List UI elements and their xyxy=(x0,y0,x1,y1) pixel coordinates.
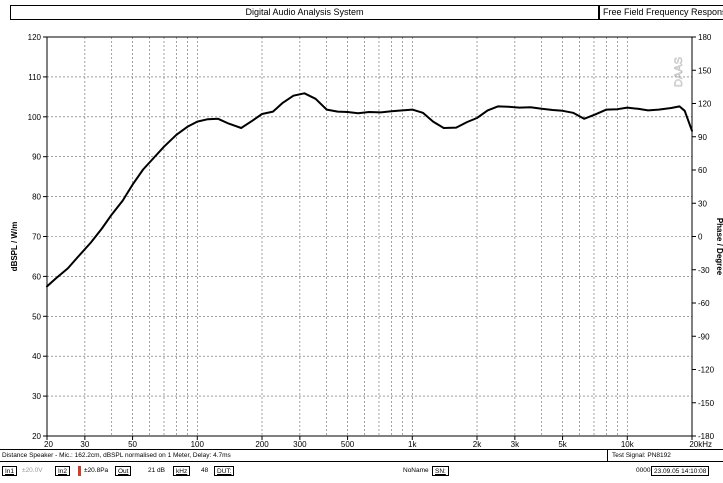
in2-value: ±20.8Pa xyxy=(84,467,109,474)
daas-watermark: DAAS xyxy=(673,57,685,87)
y-tick-label: 110 xyxy=(28,73,41,82)
y2-tick-label: -60 xyxy=(698,299,710,308)
x-tick-label: 3k xyxy=(511,440,520,449)
test-signal: Test Signal: PN8192 xyxy=(612,452,671,459)
y2-axis-label: Phase / Degree xyxy=(715,218,723,276)
gain-value: 21 dB xyxy=(148,467,165,474)
y2-tick-label: -150 xyxy=(698,399,715,408)
y-tick-label: 100 xyxy=(28,113,42,122)
x-tick-label: 100 xyxy=(191,440,205,449)
x-tick-label: 30 xyxy=(80,440,89,449)
spl-curve xyxy=(46,92,693,288)
y2-tick-label: 60 xyxy=(698,166,707,175)
y2-tick-label: 0 xyxy=(698,233,703,242)
frequency-response-chart: 20 30 40 50 60 70 80 90 100 110 120 -180 -150 -120 -9… xyxy=(10,33,723,449)
y-axis-label: dBSPL / W/m xyxy=(10,222,19,272)
y2-tick-label: -90 xyxy=(698,332,710,341)
x-tick-label: 50 xyxy=(128,440,137,449)
y-tick-label: 70 xyxy=(32,233,41,242)
x-tick-label: 2k xyxy=(473,440,482,449)
dut-name: NoName xyxy=(403,467,429,474)
y-tick-label: 60 xyxy=(32,272,41,281)
y2-tick-label: 180 xyxy=(698,33,712,42)
y2-tick-label: -30 xyxy=(698,266,710,275)
y2-tick-label: 150 xyxy=(698,66,712,75)
x-tick-label: 20kHz xyxy=(689,440,712,449)
y-tick-label: 40 xyxy=(32,352,41,361)
y2-tick-label: -120 xyxy=(698,366,715,375)
x-tick-label: 5k xyxy=(558,440,567,449)
measurement-info: Distance Speaker - Mic.: 162.2cm, dBSPL … xyxy=(2,452,231,459)
x-tick-label: 20 xyxy=(44,440,53,449)
window-title: Digital Audio Analysis System xyxy=(10,5,599,20)
x-tick-label: 300 xyxy=(293,440,307,449)
samples-value: 48 xyxy=(201,467,209,474)
y2-tick-label: -180 xyxy=(698,432,715,441)
info-row: Distance Speaker - Mic.: 162.2cm, dBSPL … xyxy=(0,449,723,462)
in1-value: ±20.0V xyxy=(22,467,43,474)
measurement-title: Free Field Frequency Response xyxy=(599,5,723,20)
in2-button[interactable]: In2 xyxy=(55,466,71,476)
datetime: 23.09.05 14:10:08 xyxy=(651,466,710,476)
y-tick-label: 50 xyxy=(32,312,41,321)
y-tick-label: 80 xyxy=(32,193,41,202)
in1-button[interactable]: In1 xyxy=(2,466,18,476)
y2-tick-label: 120 xyxy=(698,100,712,109)
dut-button[interactable]: DUT: xyxy=(214,466,235,476)
status-code: 0000 xyxy=(636,467,651,474)
x-tick-label: 200 xyxy=(255,440,269,449)
y-tick-label: 120 xyxy=(28,33,42,42)
y-tick-label: 90 xyxy=(32,153,41,162)
info-divider xyxy=(607,450,608,461)
sn-button[interactable]: SN: xyxy=(432,466,449,476)
status-bar: In1 ±20.0V In2 ±20.8Pa Out 21 dB kHz 48 … xyxy=(0,464,723,478)
x-tick-label: 10k xyxy=(621,440,635,449)
y2-tick-label: 30 xyxy=(698,199,707,208)
x-tick-label: 500 xyxy=(341,440,355,449)
title-bar: Digital Audio Analysis System Free Field… xyxy=(0,0,723,20)
out-button[interactable]: Out xyxy=(115,466,132,476)
y2-tick-label: 90 xyxy=(698,133,707,142)
khz-button[interactable]: kHz xyxy=(173,466,191,476)
in2-level-indicator xyxy=(78,466,81,476)
x-tick-label: 1k xyxy=(408,440,417,449)
y-tick-label: 30 xyxy=(32,392,41,401)
y-tick-label: 20 xyxy=(32,432,41,441)
